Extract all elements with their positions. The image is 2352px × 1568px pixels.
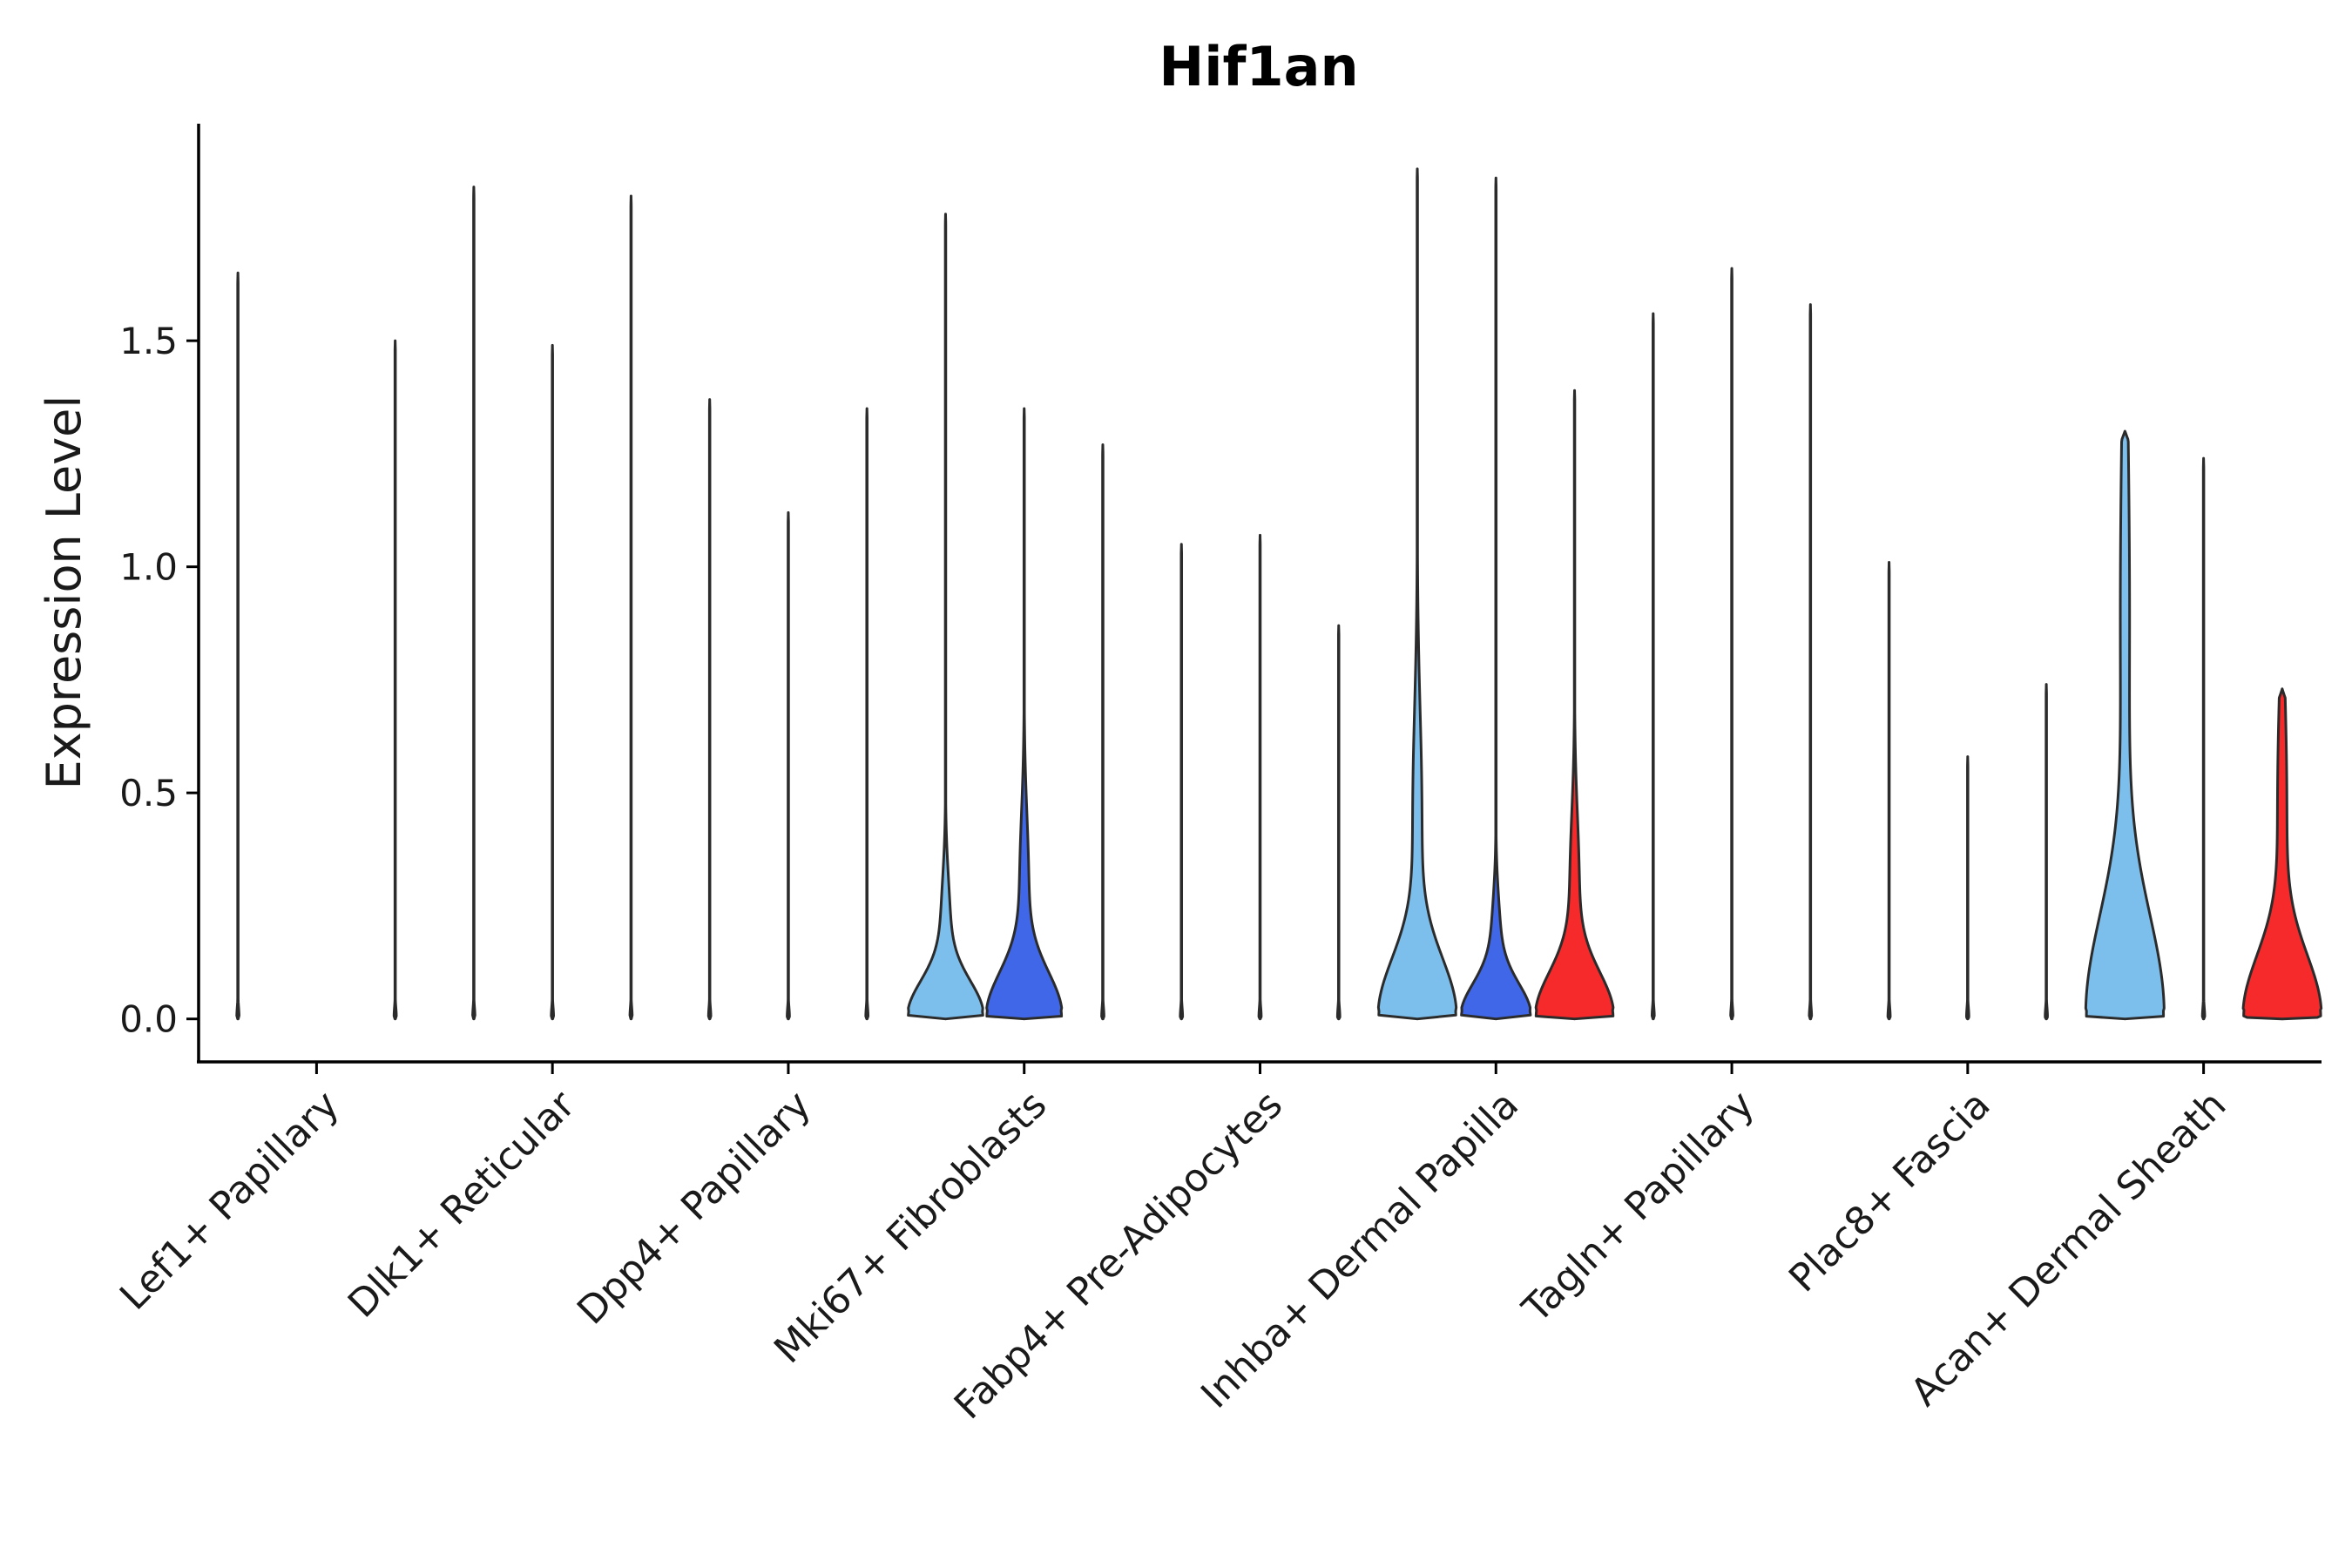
violin-red (1335, 624, 1342, 1021)
violin-red (1808, 303, 1814, 1021)
y-axis-title: Expression Level (37, 395, 91, 790)
violin-light-blue (2084, 429, 2166, 1021)
violin-light-blue (1376, 167, 1458, 1021)
violin-red (1534, 389, 1615, 1021)
violin-blue (2200, 456, 2207, 1021)
chart-title: Hif1an (1159, 35, 1358, 98)
y-tick-label: 0.5 (119, 772, 178, 814)
violin-blue (550, 343, 556, 1021)
violin-red (628, 194, 634, 1021)
violin-light-blue (907, 213, 984, 1021)
violin-light-blue (1650, 312, 1656, 1021)
violin-red (392, 339, 398, 1021)
y-tick-label: 0.0 (119, 998, 178, 1041)
violin-layer (235, 167, 2323, 1021)
violin-light-blue (471, 186, 476, 1021)
violin-red (2241, 687, 2323, 1021)
violin-light-blue (1886, 560, 1892, 1021)
violin-blue (1964, 755, 1970, 1021)
violin-light-blue (706, 398, 713, 1021)
violin-red (864, 407, 870, 1021)
y-tick-label: 1.5 (119, 320, 178, 362)
violin-blue (1729, 267, 1734, 1021)
violin-light-blue (235, 271, 240, 1021)
violin-blue (985, 407, 1064, 1021)
violin-red (1100, 443, 1105, 1021)
violin-blue (1460, 176, 1532, 1021)
violin-light-blue (1179, 543, 1185, 1021)
violin-blue (786, 510, 791, 1021)
violin-blue (1257, 533, 1263, 1021)
violin-red (2044, 683, 2049, 1021)
y-tick-label: 1.0 (119, 546, 178, 589)
y-ticks: 0.0 0.5 1.0 1.5 (119, 320, 199, 1041)
